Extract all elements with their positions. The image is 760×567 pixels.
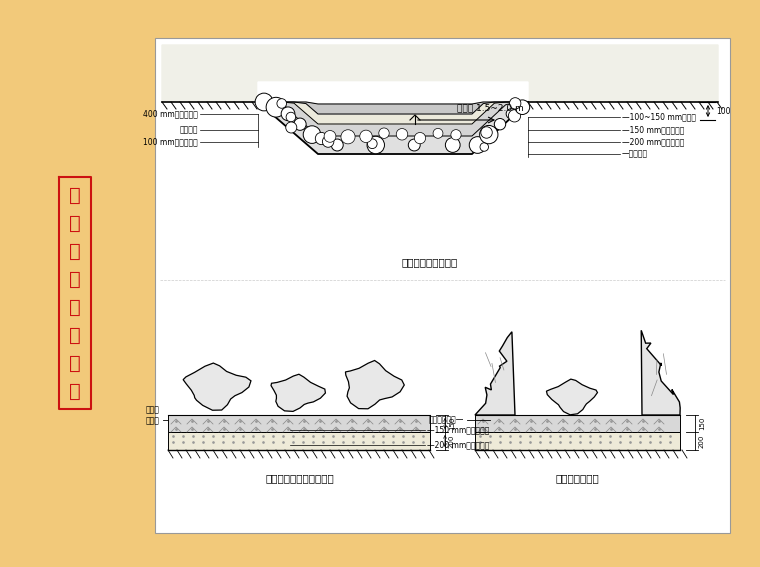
Circle shape <box>255 93 273 111</box>
Text: 100: 100 <box>716 107 730 116</box>
Polygon shape <box>258 102 528 154</box>
Polygon shape <box>641 331 680 415</box>
Polygon shape <box>258 102 528 136</box>
Text: 峡谷溪流的结构: 峡谷溪流的结构 <box>555 473 599 483</box>
Text: 水面宽 1.5~2.0 m: 水面宽 1.5~2.0 m <box>457 103 524 112</box>
Polygon shape <box>258 102 528 124</box>
Circle shape <box>414 133 426 144</box>
Circle shape <box>286 112 296 122</box>
Text: 水: 水 <box>69 269 81 289</box>
Circle shape <box>480 143 489 151</box>
Text: 常: 常 <box>69 185 81 205</box>
Circle shape <box>445 138 460 153</box>
Polygon shape <box>258 82 528 154</box>
Text: 150: 150 <box>699 417 705 430</box>
Circle shape <box>451 130 461 140</box>
Text: 图: 图 <box>69 382 81 400</box>
Bar <box>475 415 680 432</box>
Circle shape <box>367 136 385 154</box>
Polygon shape <box>162 45 718 154</box>
Bar <box>155 38 730 533</box>
Circle shape <box>341 130 355 144</box>
Circle shape <box>324 130 336 142</box>
Text: 流: 流 <box>69 242 81 260</box>
Bar <box>475 432 680 450</box>
Text: 卵石护岘小溪的结构: 卵石护岘小溪的结构 <box>402 257 458 267</box>
Polygon shape <box>258 102 528 114</box>
Circle shape <box>508 110 521 122</box>
Text: 100 mm厉素混凝土: 100 mm厉素混凝土 <box>143 138 198 146</box>
Circle shape <box>506 109 516 119</box>
Text: 200: 200 <box>699 434 705 448</box>
Circle shape <box>294 118 306 130</box>
Text: —150 mm厉素混凝土: —150 mm厉素混凝土 <box>427 425 489 434</box>
Text: 道: 道 <box>69 298 81 316</box>
Circle shape <box>331 139 344 151</box>
Bar <box>168 432 430 450</box>
Circle shape <box>515 100 530 115</box>
Circle shape <box>481 127 492 138</box>
Circle shape <box>408 139 420 151</box>
Bar <box>168 415 430 432</box>
Polygon shape <box>475 332 515 415</box>
Circle shape <box>480 125 498 144</box>
Circle shape <box>286 122 297 133</box>
Text: —200 mm厉级配砂石: —200 mm厉级配砂石 <box>427 441 489 450</box>
Circle shape <box>268 100 274 107</box>
Text: 素混凝
土獐满: 素混凝 土獐满 <box>146 405 160 425</box>
Circle shape <box>469 137 486 153</box>
Text: 结: 结 <box>69 325 81 345</box>
Polygon shape <box>546 379 597 415</box>
Polygon shape <box>346 361 404 409</box>
Circle shape <box>509 98 521 109</box>
Text: 150: 150 <box>449 417 455 430</box>
Circle shape <box>281 107 295 121</box>
Circle shape <box>378 128 389 138</box>
Text: 见: 见 <box>69 214 81 232</box>
Text: 自然山石草块小溪的结构: 自然山石草块小溪的结构 <box>266 473 334 483</box>
Circle shape <box>266 98 286 117</box>
Circle shape <box>494 119 505 130</box>
Text: 构: 构 <box>69 353 81 373</box>
Circle shape <box>396 129 408 140</box>
Text: 素混凝土獐满—: 素混凝土獐满— <box>429 416 464 425</box>
Circle shape <box>322 136 334 147</box>
Circle shape <box>359 130 372 142</box>
Text: 200: 200 <box>449 434 455 448</box>
Circle shape <box>433 128 443 138</box>
Polygon shape <box>271 374 325 412</box>
Text: —100~150 mm厉卵石: —100~150 mm厉卵石 <box>622 112 696 121</box>
Circle shape <box>277 99 287 108</box>
Text: 400 mm厉毛石獐浆: 400 mm厉毛石獐浆 <box>143 109 198 119</box>
Circle shape <box>315 133 328 145</box>
Text: 素土夯实: 素土夯实 <box>179 125 198 134</box>
Circle shape <box>303 126 321 143</box>
Text: —素土夯实: —素土夯实 <box>622 150 648 159</box>
Text: —200 mm厉级配砂石: —200 mm厉级配砂石 <box>622 138 684 146</box>
Circle shape <box>367 139 377 149</box>
Polygon shape <box>183 363 251 411</box>
Text: —150 mm厉素混凝土: —150 mm厉素混凝土 <box>622 125 684 134</box>
